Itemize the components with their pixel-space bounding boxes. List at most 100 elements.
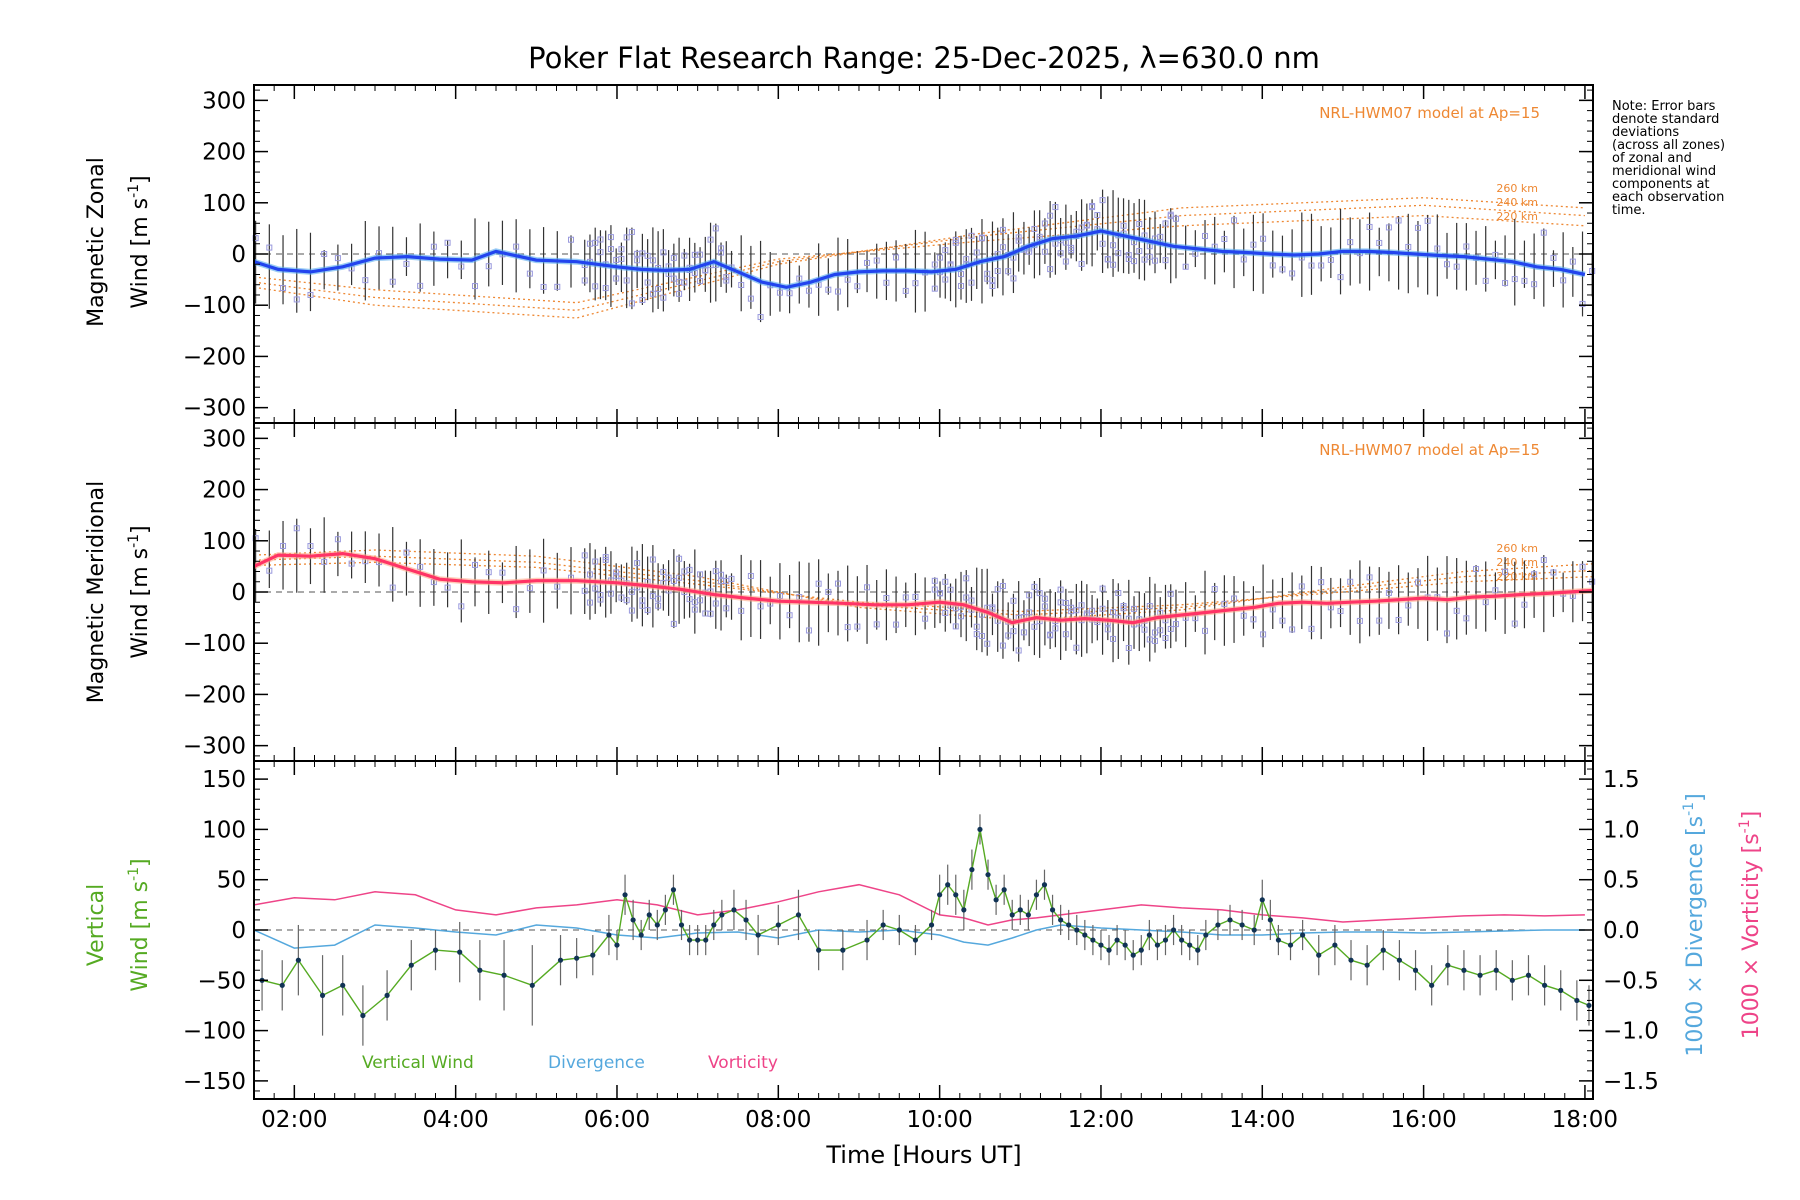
sample-point	[634, 257, 641, 264]
ylabel-close: ]	[128, 525, 153, 534]
sample-point	[1167, 625, 1174, 632]
sample-point	[540, 283, 547, 290]
y-tick-label: 0	[231, 580, 246, 606]
vertical-wind-point	[678, 922, 685, 928]
y-tick-label: 100	[202, 817, 246, 843]
sample-point	[618, 255, 625, 262]
sample-point	[1289, 626, 1296, 633]
sample-point	[834, 288, 841, 295]
sample-point	[712, 600, 719, 607]
sample-point	[893, 621, 900, 628]
sample-point	[912, 280, 919, 287]
sample-point	[1052, 625, 1059, 632]
sample-point	[681, 279, 688, 286]
vertical-wind-point	[743, 917, 749, 923]
y2label-text: 1000 × Vorticity [s	[1739, 833, 1764, 1039]
sample-point	[1146, 253, 1153, 260]
sample-point	[864, 259, 871, 266]
vertical-wind-point	[985, 872, 991, 878]
vertical-wind-point	[1187, 942, 1193, 948]
sample-point	[1540, 556, 1547, 563]
sample-point	[649, 290, 656, 297]
sample-point	[592, 558, 599, 565]
y2-tick-label: 1.5	[1603, 767, 1640, 793]
sample-point	[1120, 222, 1127, 229]
sample-point	[1414, 579, 1421, 586]
sample-point	[307, 543, 314, 550]
sample-point	[1463, 615, 1470, 622]
y-tick-label: 300	[202, 426, 246, 452]
sample-point	[893, 254, 900, 261]
vertical-wind-point	[1179, 937, 1185, 943]
ylabel-sup: -1	[126, 534, 142, 548]
y-tick-label: 100	[202, 529, 246, 555]
sample-point	[389, 584, 396, 591]
vertical-wind-line	[261, 829, 1590, 1017]
sample-point	[1057, 586, 1064, 593]
model-line	[253, 197, 1585, 319]
zonal-plot-area	[252, 189, 1596, 323]
sample-point	[1131, 605, 1138, 612]
sample-point	[1540, 229, 1547, 236]
sample-point	[334, 255, 341, 262]
sample-point	[1366, 574, 1373, 581]
sample-point	[1376, 617, 1383, 624]
sample-point	[984, 270, 991, 277]
sample-point	[844, 624, 851, 631]
vertical-wind-point	[529, 982, 535, 988]
vertical-wind-point	[969, 867, 975, 873]
sample-point	[712, 568, 719, 575]
sample-point	[660, 249, 667, 256]
sample-point	[691, 606, 698, 613]
vertical-wind-point	[880, 922, 886, 928]
vertical-wind-point	[1025, 912, 1031, 918]
ylabel-sup: -1	[126, 184, 142, 198]
sample-point	[280, 285, 287, 292]
sample-point	[723, 274, 730, 281]
vertical-wind-point	[1461, 967, 1467, 973]
sample-point	[1010, 275, 1017, 282]
vertical-wind-point	[457, 949, 463, 955]
note-line: meridional wind	[1612, 164, 1716, 179]
sample-point	[1073, 607, 1080, 614]
sample-point	[738, 607, 745, 614]
sample-point	[670, 577, 677, 584]
sample-point	[1099, 605, 1106, 612]
sample-point	[586, 599, 593, 606]
meridional-ylabel-line1: Magnetic Meridional	[84, 481, 109, 703]
sample-point	[1337, 274, 1344, 281]
sample-point	[485, 569, 492, 576]
vertical-wind-point	[1138, 947, 1144, 953]
sample-point	[628, 300, 635, 307]
sample-point	[931, 586, 938, 593]
sample-point	[1182, 263, 1189, 270]
divergence-line	[253, 924, 1585, 949]
sample-point	[1068, 247, 1075, 254]
sample-point	[718, 249, 725, 256]
sample-point	[958, 271, 965, 278]
sample-point	[776, 289, 783, 296]
wind-line	[253, 551, 1594, 625]
sample-point	[1078, 602, 1085, 609]
sample-point	[686, 596, 693, 603]
vertical-wind-point	[1525, 972, 1532, 978]
sample-point	[999, 244, 1006, 251]
sample-point	[1414, 224, 1421, 231]
sample-point	[644, 279, 651, 286]
sample-point	[334, 536, 341, 543]
vertical-wind-point	[1396, 957, 1403, 963]
vertical-wind-point	[816, 947, 822, 953]
sample-point	[1099, 197, 1106, 204]
sample-point	[854, 623, 861, 630]
vertical-wind-point	[606, 932, 612, 938]
sample-point	[984, 640, 991, 647]
x-tick-label: 18:00	[1552, 1107, 1618, 1133]
vertical-wind-point	[1259, 897, 1265, 903]
sample-point	[989, 277, 996, 284]
sample-point	[1385, 224, 1392, 231]
model-line	[253, 555, 1594, 616]
vertical-wind-point	[670, 887, 677, 893]
sample-point	[660, 568, 667, 575]
vertical-wind-point	[1445, 962, 1451, 968]
vertical-wind-point	[1239, 922, 1245, 928]
